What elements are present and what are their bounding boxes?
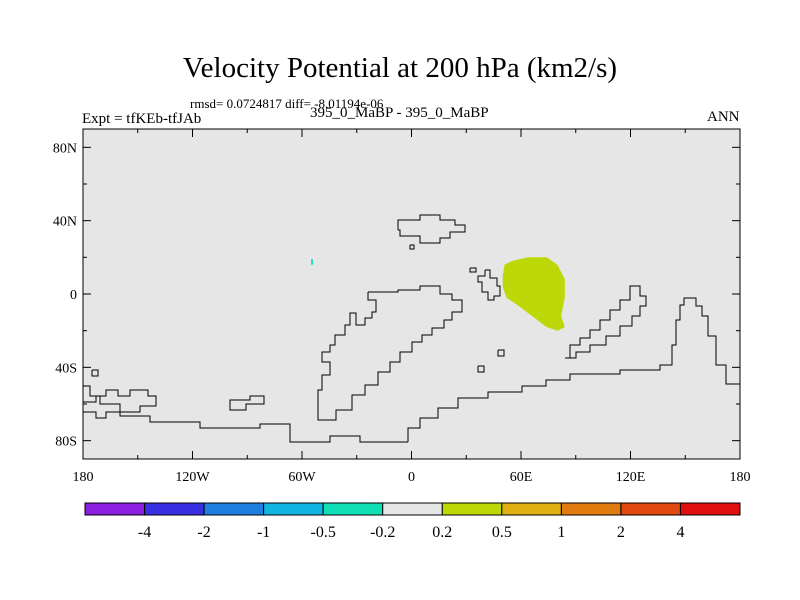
coastline-small-3 [229,395,265,411]
experiment-label: Expt = tfKEb-tfJAb [82,111,202,127]
colorbar-label: -0.5 [311,524,336,541]
coastline-southern [407,297,740,442]
colorbar-label: 1 [557,524,565,541]
coastline-north-america [397,214,466,244]
colorbar-swatch [203,502,265,516]
y-axis: 80N 40N 0 40S 80S [53,141,740,450]
season-label: ANN [707,109,740,125]
y-tick-label: 80N [53,141,77,156]
coastline-small-4 [91,369,99,377]
x-tick-label: 60W [288,470,316,485]
anomaly-region-1 [311,259,313,265]
stats-label: rmsd= 0.0724817 diff= -8.01194e-06 [190,96,384,111]
colorbar-swatch [501,502,562,516]
anomaly-regions [311,257,565,331]
x-tick-label: 180 [730,470,751,485]
x-tick-label: 180 [73,470,94,485]
colorbar-swatch [263,502,324,516]
coastline-south-america-west [317,285,463,421]
coastline-antarctic [83,385,408,443]
chart-title: Velocity Potential at 200 hPa (km2/s) [182,52,618,84]
colorbar-swatch [441,502,503,516]
coastline-island-1 [477,365,485,373]
colorbar-label: 0.5 [492,524,512,541]
y-tick-label: 40N [53,215,77,230]
colorbar-swatch [322,502,384,516]
colorbar-label: 2 [617,524,625,541]
x-tick-label: 60E [510,470,533,485]
colorbar-label: 0.2 [432,524,452,541]
colorbar-label: -2 [197,524,210,541]
case-label: 395_0_MaBP - 395_0_MaBP [310,105,489,121]
colorbar-label: -4 [138,524,151,541]
coastline-island-2 [497,349,505,357]
coastline-africa-east [565,285,647,359]
x-axis: 180 120W 60W 0 60E 120E 180 [73,129,751,485]
y-tick-label: 80S [55,435,77,450]
x-tick-label: 120W [175,470,210,485]
colorbar-label: -0.2 [370,524,395,541]
y-tick-label: 0 [70,288,77,303]
coastline-west-contour [83,389,157,419]
colorbar-label: 4 [676,524,684,541]
colorbar-label: -1 [257,524,270,541]
colorbar-swatch [620,502,681,516]
x-tick-label: 0 [408,470,415,485]
colorbar: -4 -2 -1 -0.5 -0.2 0.2 0.5 1 2 4 [84,502,741,541]
y-tick-label: 40S [55,361,77,376]
coastline-small-1 [409,244,415,250]
plot-background [83,129,740,459]
coastline-central-america [477,269,501,301]
colorbar-swatch [382,502,443,516]
anomaly-region-0 [502,257,565,331]
colorbar-swatch [84,502,146,516]
coastline-small-2 [469,267,477,273]
colorbar-swatch [560,502,622,516]
colorbar-swatch [144,502,205,516]
x-tick-label: 120E [616,470,646,485]
colorbar-swatch [679,502,741,516]
